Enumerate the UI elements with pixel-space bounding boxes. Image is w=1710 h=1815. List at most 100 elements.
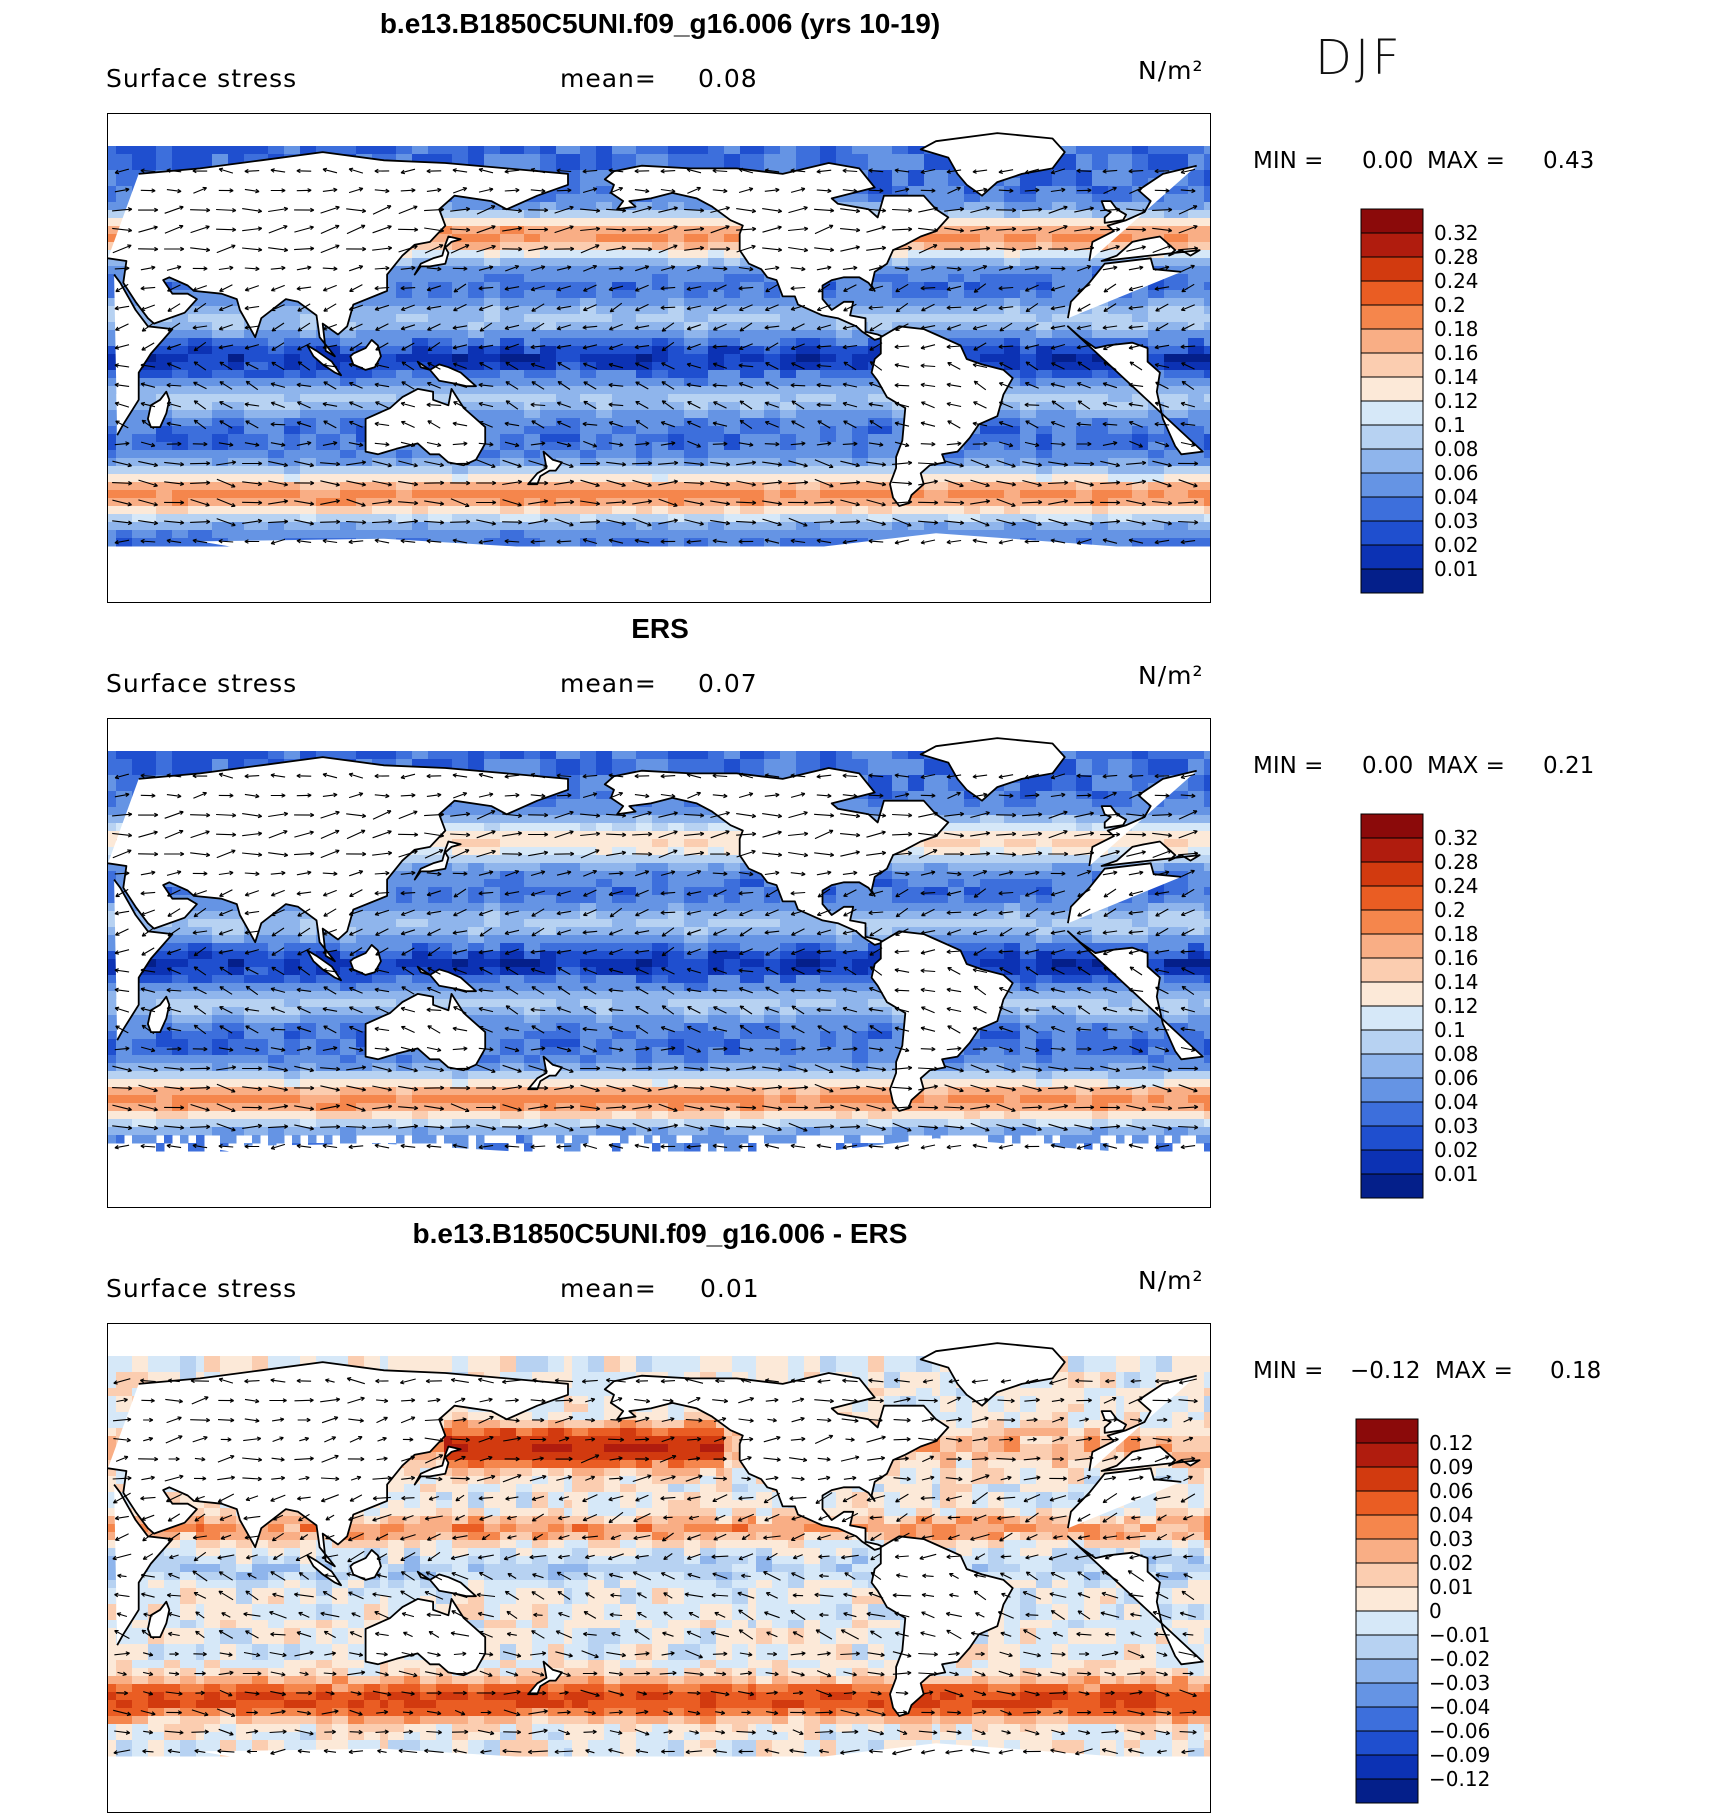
stress-vector [554, 499, 575, 505]
stress-vector [478, 382, 494, 388]
stress-vector [502, 1379, 522, 1385]
stress-vector [714, 1436, 727, 1443]
stress-vector [1154, 1006, 1169, 1013]
stress-vector [947, 1710, 962, 1716]
stress-vector [556, 890, 572, 897]
stress-vector [477, 1729, 495, 1736]
stress-vector [218, 324, 233, 331]
stress-vector [401, 947, 415, 956]
stress-vector [478, 1047, 494, 1052]
stress-vector [242, 481, 263, 487]
stress-vector [921, 1475, 935, 1481]
stress-vector [790, 988, 806, 993]
stress-vector [192, 1570, 208, 1582]
stress-vector [112, 1125, 133, 1131]
stress-vector [635, 303, 649, 312]
stress-vector [271, 342, 285, 351]
stress-vector [661, 946, 675, 957]
stress-vector [868, 1378, 884, 1383]
stress-vector [866, 1085, 887, 1092]
stress-vector [973, 1709, 987, 1715]
stress-vector [998, 870, 1014, 876]
stress-vector [869, 1025, 883, 1034]
stress-vector [894, 383, 910, 388]
stress-vector [424, 1454, 444, 1464]
stress-vector [1076, 1143, 1092, 1150]
stress-vector [608, 362, 624, 369]
stress-vector [996, 1064, 1016, 1073]
stress-vector [765, 1671, 779, 1677]
stress-vector [219, 381, 233, 390]
panel-2-min-value: 0.00 [1362, 753, 1413, 779]
stress-vector [1103, 1710, 1117, 1715]
stress-vector [869, 361, 883, 371]
stress-vector [1050, 1572, 1066, 1580]
stress-vector [713, 401, 727, 409]
stress-vector [895, 888, 909, 898]
stress-vector [1100, 244, 1120, 253]
stress-vector [1102, 1006, 1118, 1013]
stress-vector [583, 440, 598, 448]
stress-vector [1024, 344, 1040, 350]
stress-vector [814, 519, 835, 524]
stress-vector [555, 1651, 573, 1658]
stress-vector [323, 1025, 337, 1034]
stress-vector [609, 1475, 624, 1481]
stress-vector [324, 1651, 337, 1656]
stress-vector [738, 772, 754, 779]
colorbar-tick-label: 0.32 [1434, 221, 1479, 245]
stress-vector [374, 1047, 390, 1052]
stress-vector [478, 1496, 494, 1501]
stress-vector [713, 1456, 727, 1462]
stress-vector [221, 1612, 231, 1618]
stress-vector [398, 518, 419, 524]
stress-vector [765, 342, 779, 351]
stress-vector [611, 1631, 621, 1637]
stress-vector [530, 1144, 546, 1150]
stress-vector [424, 1515, 443, 1521]
stress-vector [1022, 812, 1043, 817]
stress-vector [842, 929, 858, 936]
stress-vector [219, 420, 233, 429]
stress-vector [400, 792, 416, 798]
colorbar-tick-label: 0.01 [1434, 557, 1479, 581]
stress-vector [764, 773, 780, 778]
stress-vector [999, 322, 1013, 332]
stress-vector [765, 967, 779, 975]
stress-vector [738, 1749, 754, 1754]
stress-vector [894, 1554, 909, 1560]
stress-vector [245, 420, 259, 429]
stress-vector [738, 891, 754, 896]
stress-vector [193, 1591, 207, 1599]
stress-vector [299, 1671, 309, 1677]
stress-vector [818, 1514, 830, 1521]
stress-vector [1076, 773, 1092, 779]
stress-vector [1152, 1610, 1172, 1619]
stress-vector [658, 460, 679, 466]
stress-vector [140, 265, 156, 271]
stress-vector [970, 1104, 991, 1110]
stress-vector [294, 1065, 315, 1073]
stress-vector [608, 1143, 624, 1149]
stress-vector [242, 226, 263, 232]
stress-vector [114, 265, 130, 271]
stress-vector [580, 226, 601, 232]
stress-vector [972, 1026, 988, 1032]
stress-vector [684, 1086, 705, 1091]
colorbar-boxes [1360, 208, 1424, 594]
stress-vector [479, 1670, 493, 1677]
stress-vector [1154, 891, 1170, 896]
coastline-eurasia [108, 1361, 1201, 1568]
stress-vector [1152, 244, 1172, 254]
panel-2-title: ERS [0, 613, 1320, 645]
stress-vector [660, 793, 676, 799]
stress-vector [1180, 1493, 1196, 1503]
stress-vector [1180, 773, 1196, 780]
stress-vector [190, 1124, 211, 1130]
stress-vector [686, 1534, 701, 1541]
stress-vector [973, 380, 987, 391]
stress-vector [427, 946, 441, 957]
colorbar-tick-label: 0.18 [1434, 317, 1479, 341]
stress-vector [169, 1554, 179, 1560]
stress-vector [920, 1495, 936, 1501]
